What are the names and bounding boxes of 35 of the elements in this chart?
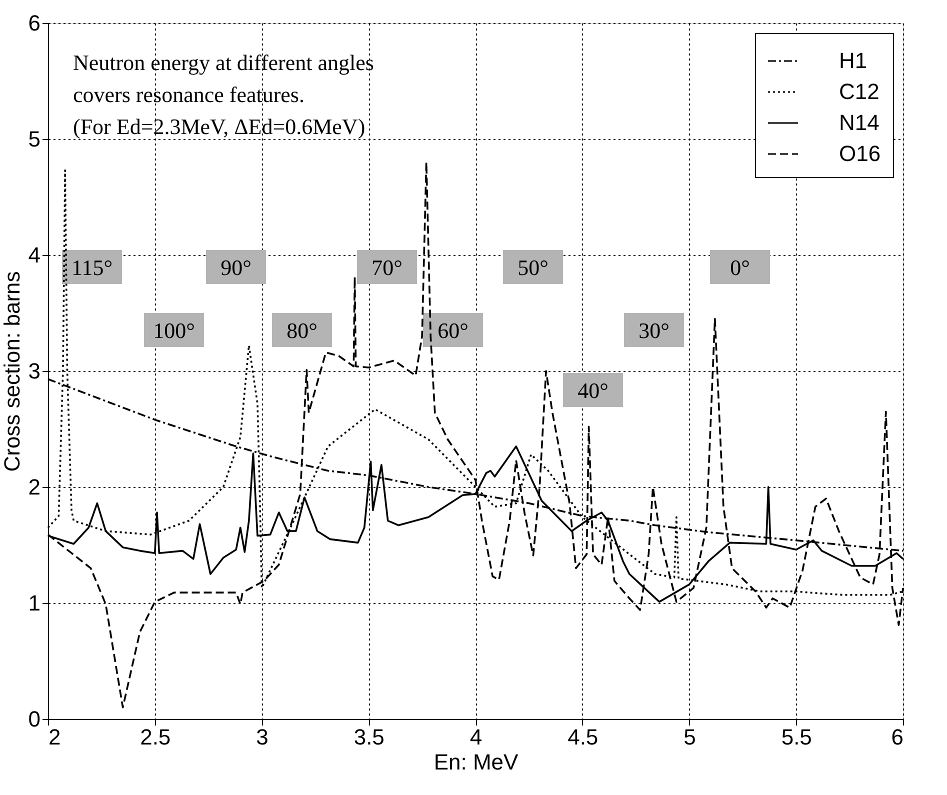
x-tick-label: 5.5 [781,724,812,750]
annotation: 80° [286,318,318,343]
x-tick-label: 2 [48,724,61,750]
x-axis-title: En: MeV [434,750,519,774]
legend-label: H1 [839,48,868,73]
y-tick-label: 0 [28,706,40,732]
y-tick-label: 3 [28,358,40,384]
y-tick-label: 2 [28,474,40,500]
annotation: 30° [638,318,670,343]
x-tick-label: 3 [256,724,268,750]
annotation: covers resonance features. [73,82,304,107]
y-axis-title: Cross section: barns [0,271,24,472]
y-tick-label: 1 [28,590,40,616]
y-tick-label: 6 [28,10,40,36]
annotation: 90° [220,255,252,280]
legend-label: N14 [839,110,880,135]
y-tick-label: 5 [28,126,40,152]
annotation: 40° [578,378,608,403]
x-tick-label: 6 [891,724,904,750]
x-tick-label: 3.5 [354,724,384,750]
x-tick-label: 5 [684,724,696,750]
legend-label: O16 [839,141,881,166]
annotation: 100° [153,318,195,343]
x-tick-label: 4 [470,724,482,750]
annotation: 50° [518,255,548,280]
annotation: 0° [730,255,750,280]
annotation: 60° [438,318,468,343]
annotation: Neutron energy at different angles [73,50,374,75]
x-tick-label: 4.5 [568,724,598,750]
y-tick-label: 4 [28,242,40,268]
annotation: (For Ed=2.3MeV, ΔEd=0.6MeV) [73,114,366,139]
legend-label: C12 [839,79,880,104]
annotation: 115° [72,255,112,280]
annotation: 70° [372,255,402,280]
x-tick-label: 2.5 [140,724,171,750]
